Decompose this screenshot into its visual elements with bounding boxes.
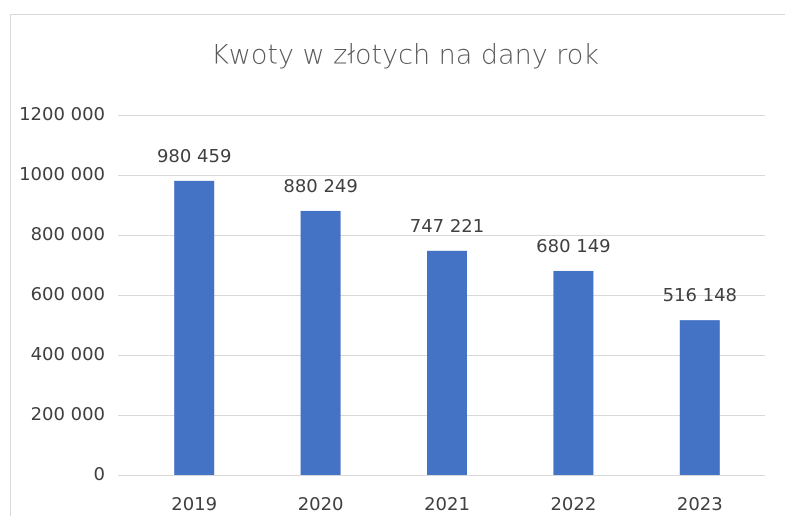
x-tick-label: 2019	[171, 494, 217, 515]
y-tick-label: 400 000	[31, 344, 105, 365]
y-tick-label: 1200 000	[19, 104, 105, 125]
bar	[427, 250, 467, 475]
x-tick-label: 2020	[298, 494, 344, 515]
y-tick-label: 600 000	[31, 284, 105, 305]
y-tick-label: 1000 000	[19, 164, 105, 185]
chart-border	[10, 14, 785, 516]
y-tick-label: 0	[94, 464, 105, 485]
x-tick-label: 2022	[550, 494, 596, 515]
chart-title: Kwoty w złotych na dany rok	[211, 40, 599, 71]
x-tick-label: 2021	[424, 494, 470, 515]
x-tick-label: 2023	[677, 494, 723, 515]
data-label: 980 459	[157, 146, 231, 167]
data-label: 747 221	[410, 216, 484, 237]
y-tick-label: 200 000	[31, 404, 105, 425]
data-label: 880 249	[283, 176, 357, 197]
data-label: 516 148	[663, 285, 737, 306]
y-tick-label: 800 000	[31, 224, 105, 245]
data-label: 680 149	[536, 236, 610, 257]
bar	[300, 210, 341, 475]
bar	[679, 320, 720, 475]
bar	[174, 180, 215, 475]
bar	[553, 270, 594, 475]
